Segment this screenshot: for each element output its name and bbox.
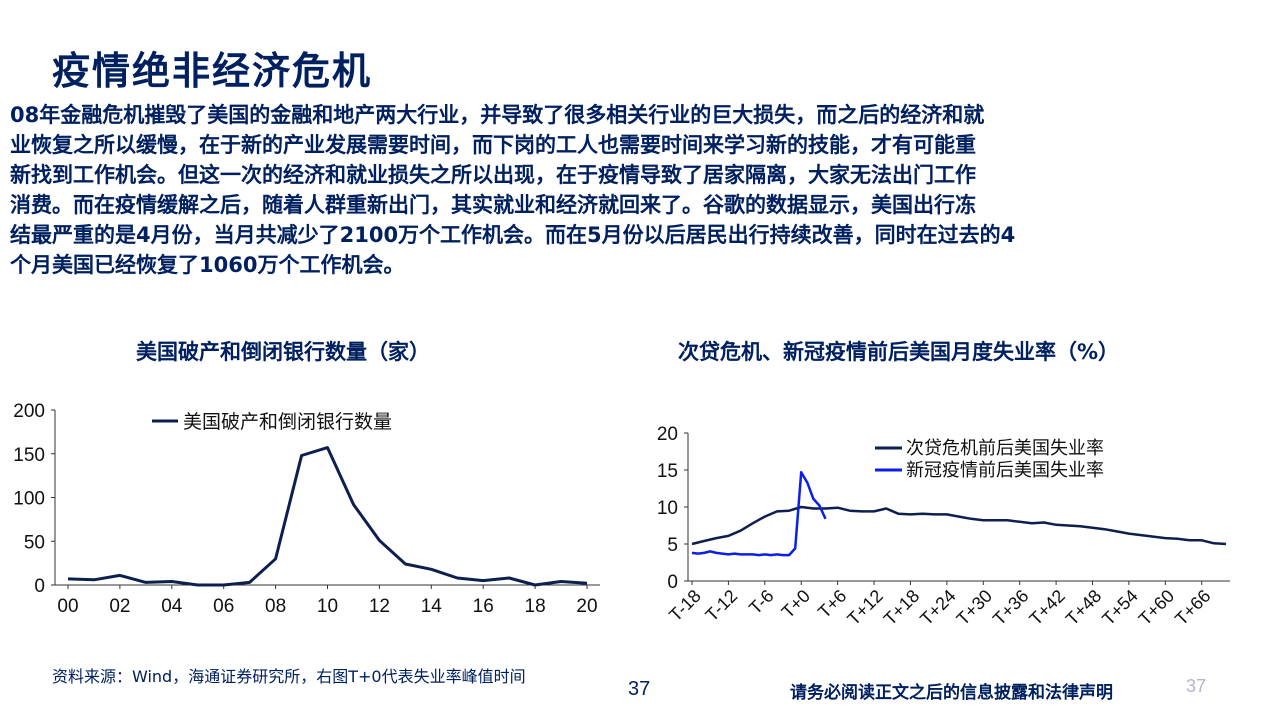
legend-label: 新冠疫情前后美国失业率 [906,460,1104,480]
bank-failures-chart: 0 50 100 150 200 00 02 04 06 08 10 12 14 16 18 20 美国破产和倒… [13,401,600,617]
y-tick-label: 15 [657,461,678,482]
x-tick-label: T+66 [1171,586,1215,630]
x-tick-label: 20 [576,596,597,617]
x-tick-label: T+24 [916,586,960,630]
paragraph-line: 新找到工作机会。但这一次的经济和就业损失之所以出现，在于疫情导致了居家隔离，大家… [10,163,976,187]
page-number-watermark: 37 [1186,676,1207,696]
legend-label: 美国破产和倒闭银行数量 [183,411,392,433]
x-tick-label: T+0 [778,586,814,622]
unemployment-chart-title: 次贷危机、新冠疫情前后美国月度失业率（%） [678,340,1120,364]
y-tick-label: 150 [13,445,45,466]
x-tick-label: 12 [369,596,390,617]
x-tick-label: T+12 [843,586,887,630]
subprime-unemployment-line [691,505,1227,546]
disclaimer-link[interactable]: 请务必阅读正文之后的信息披露和法律声明 [790,683,1113,703]
x-tick-label: T-12 [702,586,742,626]
x-tick-label: 14 [421,596,443,617]
y-tick-label: 20 [657,424,678,445]
source-note: 资料来源：Wind，海通证券研究所，右图T+0代表失业率峰值时间 [52,667,526,686]
x-tick-label: 10 [317,596,338,617]
y-tick-label: 10 [657,498,678,519]
x-tick-label: T+60 [1135,586,1179,630]
page-title: 疫情绝非经济危机 [52,48,373,93]
x-tick-label: 02 [109,596,130,617]
x-tick-label: T+48 [1062,586,1106,630]
bank-chart-title: 美国破产和倒闭银行数量（家） [136,340,430,364]
paragraph-line: 结最严重的是4月份，当月共减少了2100万个工作机会。而在5月份以后居民出行持续… [10,223,1016,247]
x-tick-label: T+54 [1098,586,1142,630]
x-tick-label: 06 [213,596,234,617]
x-tick-label: T-6 [745,586,778,619]
covid-unemployment-line [691,470,827,557]
body-paragraph: 08年金融危机摧毁了美国的金融和地产两大行业，并导致了很多相关行业的巨大损失，而… [10,100,1272,280]
y-tick-label: 5 [667,535,678,556]
legend-label: 次贷危机前后美国失业率 [906,438,1104,458]
x-tick-label: 18 [525,596,546,617]
x-tick-label: T+18 [880,586,924,630]
y-tick-label: 100 [13,489,45,510]
paragraph-line: 消费。而在疫情缓解之后，随着人群重新出门，其实就业和经济就回来了。谷歌的数据显示… [10,193,976,217]
y-tick-label: 50 [24,532,45,553]
x-tick-label: T+36 [989,586,1033,630]
y-tick-label: 0 [667,572,678,593]
x-tick-label: T+42 [1025,586,1069,630]
x-tick-label: 16 [473,596,494,617]
paragraph-line: 个月美国已经恢复了1060万个工作机会。 [10,253,405,277]
y-tick-label: 0 [34,576,45,597]
x-tick-label: 04 [161,596,183,617]
paragraph-line: 08年金融危机摧毁了美国的金融和地产两大行业，并导致了很多相关行业的巨大损失，而… [10,103,985,127]
y-tick-label: 200 [13,401,45,422]
paragraph-line: 业恢复之所以缓慢，在于新的产业发展需要时间，而下岗的工人也需要时间来学习新的技能… [10,133,976,157]
page-number: 37 [628,678,651,700]
bank-failures-line [67,446,588,587]
x-tick-label: 00 [57,596,78,617]
x-tick-label: T+30 [953,586,997,630]
x-tick-label: 08 [265,596,286,617]
